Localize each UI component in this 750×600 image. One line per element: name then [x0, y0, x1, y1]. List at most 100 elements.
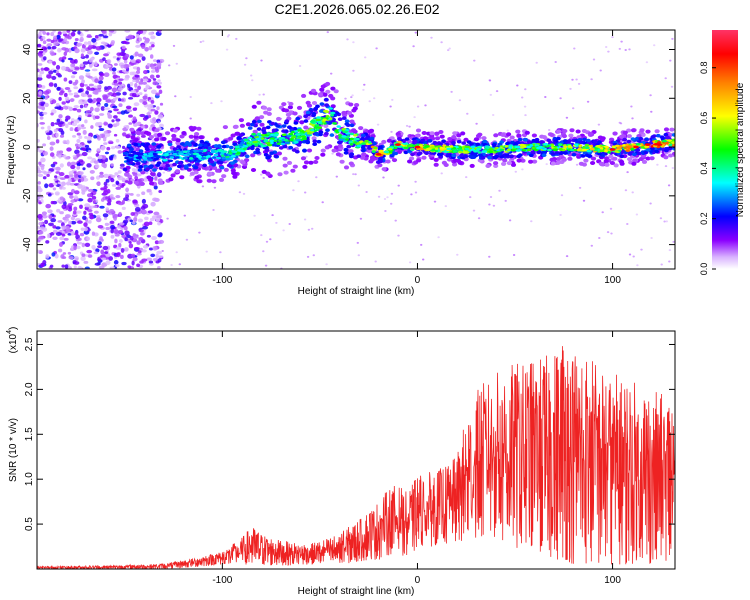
snr-scale-exponent: 4	[6, 330, 13, 334]
noise-speck	[76, 42, 83, 47]
ridge-mark	[305, 129, 311, 133]
noise-speck	[40, 67, 45, 72]
noise-speck	[65, 227, 71, 233]
noise-speck	[63, 237, 69, 241]
ridge-mark	[608, 154, 614, 159]
ridge-mark	[200, 157, 207, 160]
ridge-mark	[566, 140, 571, 145]
ridge-mark	[287, 125, 292, 129]
noise-speck	[53, 35, 58, 41]
ridge-mark	[424, 145, 430, 148]
noise-speck	[148, 45, 153, 51]
background-speck	[626, 171, 629, 174]
ridge-mark	[585, 138, 591, 143]
ridge-mark	[231, 171, 237, 176]
ridge-mark	[552, 148, 558, 152]
noise-speck	[138, 229, 145, 233]
background-speck	[628, 48, 631, 51]
noise-speck	[139, 113, 146, 118]
ridge-mark	[532, 159, 538, 164]
noise-speck	[108, 67, 113, 71]
background-speck	[572, 107, 575, 110]
noise-speck	[113, 216, 117, 221]
ridge-mark	[501, 161, 507, 166]
noise-speck	[113, 82, 120, 86]
noise-speck	[110, 163, 114, 167]
noise-speck	[37, 76, 43, 81]
noise-speck	[101, 30, 107, 34]
background-speck	[292, 189, 295, 192]
noise-speck	[121, 145, 126, 150]
noise-speck	[73, 92, 79, 96]
noise-speck	[113, 108, 119, 112]
noise-speck	[87, 94, 92, 98]
noise-speck	[105, 99, 112, 103]
ridge-peak-mark	[609, 148, 616, 151]
noise-speck	[49, 152, 55, 157]
ridge-mark	[516, 154, 522, 159]
ridge-mark	[438, 152, 444, 156]
noise-speck	[37, 173, 44, 178]
background-speck	[168, 64, 171, 67]
noise-speck	[134, 51, 139, 57]
spectrogram-x-axis-label: Height of straight line (km)	[298, 286, 415, 297]
ridge-mark	[654, 129, 660, 134]
ridge-mark	[343, 151, 349, 155]
noise-speck	[66, 139, 70, 145]
noise-speck	[115, 121, 120, 127]
ridge-mark	[603, 159, 609, 164]
ridge-mark	[323, 109, 329, 113]
noise-speck	[97, 80, 104, 84]
ridge-mark	[410, 152, 415, 157]
ridge-mark	[303, 160, 310, 165]
ridge-mark	[129, 127, 135, 132]
ridge-mark	[528, 153, 534, 158]
background-speck	[352, 41, 355, 44]
ridge-mark	[316, 116, 321, 119]
ridge-mark	[618, 159, 625, 164]
noise-speck	[110, 234, 115, 239]
ridge-mark	[273, 134, 278, 137]
background-speck	[262, 93, 265, 96]
noise-speck	[98, 265, 105, 269]
noise-speck	[130, 212, 135, 216]
background-speck	[559, 214, 562, 216]
background-speck	[219, 251, 222, 254]
ridge-mark	[556, 129, 562, 134]
noise-speck	[91, 68, 98, 72]
ridge-mark	[573, 148, 578, 152]
noise-speck	[85, 90, 89, 96]
noise-speck	[136, 240, 141, 245]
background-speck	[492, 114, 495, 116]
background-speck	[664, 77, 667, 80]
ridge-mark	[322, 92, 328, 97]
colorbar-tick-label: 0.4	[699, 162, 709, 175]
noise-speck	[117, 86, 124, 91]
noise-speck	[113, 115, 118, 119]
noise-speck	[128, 122, 133, 125]
ridge-mark	[233, 124, 239, 129]
background-speck	[390, 202, 393, 205]
background-speck	[156, 83, 159, 86]
noise-speck	[96, 148, 101, 152]
ridge-mark	[310, 128, 315, 132]
ridge-mark	[217, 148, 223, 152]
ridge-mark	[203, 146, 209, 150]
ridge-mark	[619, 154, 625, 159]
background-speck	[586, 100, 590, 103]
ridge-mark	[438, 130, 444, 134]
noise-speck	[158, 189, 163, 194]
noise-speck	[74, 119, 80, 124]
noise-speck	[149, 74, 155, 79]
ridge-mark	[221, 156, 226, 160]
ridge-mark	[149, 154, 154, 157]
ridge-mark	[234, 145, 240, 149]
background-speck	[356, 241, 359, 244]
background-speck	[535, 61, 538, 64]
noise-speck	[140, 125, 146, 129]
noise-speck	[43, 56, 47, 61]
ridge-mark	[270, 121, 275, 126]
noise-speck	[156, 106, 160, 111]
noise-speck	[147, 104, 153, 107]
noise-speck	[147, 210, 154, 214]
